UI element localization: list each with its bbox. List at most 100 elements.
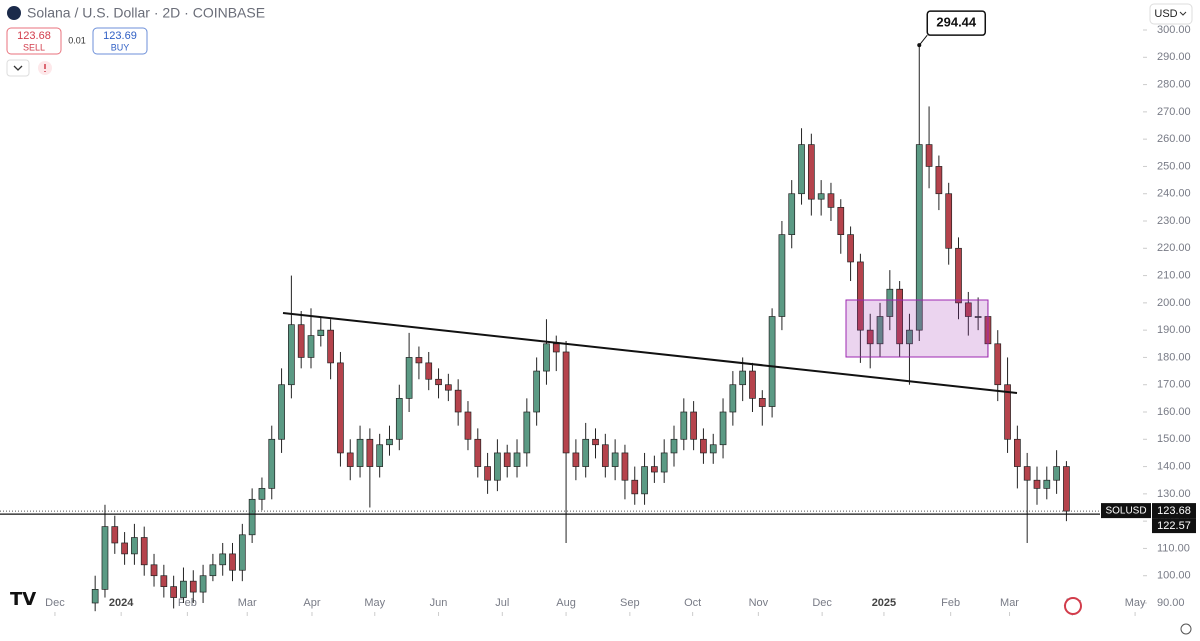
candle-body xyxy=(974,316,982,318)
y-tick-label: 130.00 xyxy=(1157,488,1191,500)
y-tick-label: 300.00 xyxy=(1157,24,1191,36)
y-tick-label: 150.00 xyxy=(1157,433,1191,445)
candle-body xyxy=(1053,466,1060,481)
candle-body xyxy=(229,553,236,571)
candle-body xyxy=(935,166,943,195)
y-tick-label: 260.00 xyxy=(1157,133,1191,145)
x-tick-label: Jul xyxy=(495,597,509,609)
candle-body xyxy=(807,144,815,200)
candle-body xyxy=(415,357,423,364)
candle-body xyxy=(857,261,864,331)
plot: 90.00100.00110.00120.00130.00140.00150.0… xyxy=(45,24,1191,616)
x-tick-label: Mar xyxy=(238,597,257,609)
buy-price: 123.69 xyxy=(103,30,137,42)
candle-body xyxy=(582,438,590,467)
x-tick-label: Feb xyxy=(178,597,197,609)
candle-body xyxy=(680,411,688,440)
y-tick-label: 90.00 xyxy=(1157,597,1185,609)
candle-body xyxy=(660,452,668,473)
candle-body xyxy=(651,466,658,473)
last-price-tag xyxy=(1152,503,1196,519)
buy-button[interactable] xyxy=(92,27,148,55)
candle-body xyxy=(572,452,580,467)
candle-body xyxy=(395,398,403,440)
candle-body xyxy=(719,411,727,446)
candle-body xyxy=(1004,384,1011,440)
y-tick-label: 220.00 xyxy=(1157,242,1191,254)
x-tick-label: Dec xyxy=(812,597,832,609)
candle-body xyxy=(121,542,128,555)
sell-button[interactable] xyxy=(6,27,62,55)
candle-body xyxy=(238,534,246,571)
candle-body xyxy=(160,575,168,587)
candle-body xyxy=(925,144,933,167)
x-tick-label: Oct xyxy=(684,597,701,609)
collapse-button[interactable] xyxy=(6,59,30,77)
candle-body xyxy=(101,526,109,590)
candle-body xyxy=(670,438,678,454)
highlight-zone xyxy=(845,299,989,358)
candle-body xyxy=(444,384,452,391)
candle-body xyxy=(906,329,913,345)
currency-button[interactable] xyxy=(1149,3,1193,25)
candle-body xyxy=(386,438,393,446)
candle-body xyxy=(131,537,138,555)
candle-body xyxy=(180,580,187,598)
currency: USD xyxy=(1154,8,1177,20)
candle-body xyxy=(915,144,923,331)
candle-body xyxy=(91,589,99,604)
candle-body xyxy=(1043,479,1051,489)
candle-body xyxy=(641,466,648,495)
candle-body xyxy=(611,452,619,467)
candle-body xyxy=(356,438,364,467)
candle-body xyxy=(307,335,315,358)
candle-body xyxy=(592,438,599,446)
candle-body xyxy=(150,564,158,577)
candle-body xyxy=(513,452,521,467)
y-tick-label: 160.00 xyxy=(1157,406,1191,418)
event-icon[interactable] xyxy=(1064,597,1082,615)
candle-body xyxy=(503,452,511,467)
candle-body xyxy=(847,234,854,263)
candle-body xyxy=(827,193,835,208)
y-tick-label: 140.00 xyxy=(1157,460,1191,472)
candle-body xyxy=(170,586,177,598)
x-tick-label: Dec xyxy=(45,597,65,609)
candle-body xyxy=(219,553,227,566)
candle-body xyxy=(631,479,639,495)
y-tick-label: 290.00 xyxy=(1157,51,1191,63)
reference-tag xyxy=(1152,518,1196,534)
y-tick-label: 280.00 xyxy=(1157,78,1191,90)
y-tick-label: 230.00 xyxy=(1157,215,1191,227)
logo: 𝗧𝗩 xyxy=(10,589,36,609)
x-tick-label: Aug xyxy=(556,597,576,609)
candle-body xyxy=(297,324,305,358)
candle-body xyxy=(749,370,756,399)
candle-body xyxy=(955,247,962,304)
x-tick-label: May xyxy=(364,597,385,609)
candle-body xyxy=(366,438,374,467)
x-tick-label: Mar xyxy=(1000,597,1019,609)
candle-body xyxy=(376,444,384,467)
x-tick-label: Feb xyxy=(941,597,960,609)
candle-body xyxy=(464,411,472,440)
y-tick-label: 180.00 xyxy=(1157,351,1191,363)
candle-body xyxy=(189,580,197,593)
chevron-icon xyxy=(1179,11,1187,16)
symbol-tag xyxy=(1101,503,1151,519)
candle-body xyxy=(866,329,874,345)
candle-body xyxy=(543,343,550,372)
settings-icon[interactable] xyxy=(1180,623,1192,635)
candle-body xyxy=(258,488,266,500)
candle-body xyxy=(474,438,482,467)
symbol-label: SOLUSD xyxy=(1105,506,1146,517)
candle-body xyxy=(945,193,953,249)
candle-body xyxy=(817,193,825,200)
candle-body xyxy=(798,144,805,195)
last-price-label: 123.68 xyxy=(1157,505,1191,517)
candle-body xyxy=(562,351,570,454)
candle-body xyxy=(111,526,119,544)
candle-body xyxy=(601,444,609,467)
candle-body xyxy=(494,452,501,481)
candle-body xyxy=(435,378,442,386)
